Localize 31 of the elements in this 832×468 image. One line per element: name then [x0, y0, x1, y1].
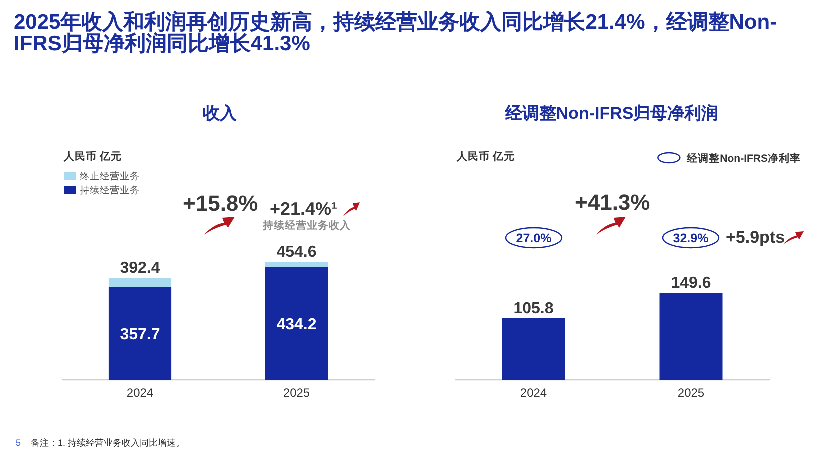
total-label: 454.6: [276, 244, 317, 261]
x-tick-label: 2024: [126, 386, 154, 400]
annotation: +15.8%: [183, 191, 258, 216]
annotation: 32.9%: [673, 232, 709, 246]
annotation: +5.9pts: [726, 228, 786, 247]
total-label: 392.4: [120, 260, 160, 278]
data-label: 434.2: [276, 316, 317, 334]
data-label: 149.6: [671, 275, 712, 292]
annotation: 27.0%: [516, 232, 552, 246]
legend-label: 终止经营业务: [80, 172, 140, 182]
subtitle: 人民币 亿元: [457, 151, 515, 163]
chart-title: 收入: [203, 104, 237, 123]
annotation: 经调整Non-IFRS净利率: [687, 153, 801, 165]
legend-label: 持续经营业务: [80, 186, 140, 196]
x-tick-label: 2024: [520, 386, 548, 400]
subtitle: 人民币 亿元: [64, 151, 122, 163]
text: 5: [16, 438, 22, 448]
data-label: 357.7: [120, 326, 160, 344]
x-tick-label: 2025: [283, 386, 310, 400]
data-label: 105.8: [514, 300, 554, 318]
annotation: +21.4%¹: [270, 199, 338, 219]
annotation: 持续经营业务收入: [263, 220, 351, 232]
annotation: +41.3%: [575, 190, 650, 215]
bar: [265, 267, 328, 380]
text: 2025年收入和利润再创历史新高，持续经营业务收入同比增长21.4%，经调整Non-IFRS归母净利润同比增长41.3%: [14, 10, 778, 56]
bar: [265, 262, 328, 268]
x-tick-label: 2025: [678, 386, 705, 400]
text: 备注：1. 持续经营业务收入同比增速。: [31, 438, 186, 448]
chart-title: 经调整Non-IFRS归母净利润: [505, 104, 719, 123]
bar: [108, 287, 172, 380]
bar: [108, 278, 172, 288]
